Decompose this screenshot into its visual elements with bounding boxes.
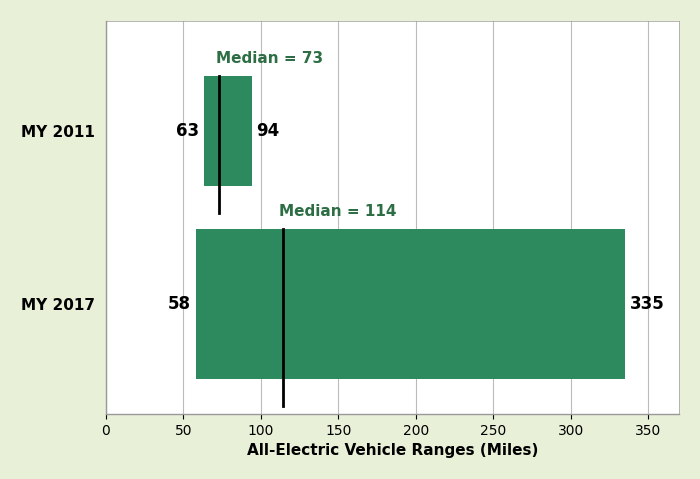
Text: Median = 114: Median = 114 — [279, 205, 397, 219]
X-axis label: All-Electric Vehicle Ranges (Miles): All-Electric Vehicle Ranges (Miles) — [247, 443, 538, 458]
Text: 335: 335 — [629, 295, 664, 313]
Text: Median = 73: Median = 73 — [216, 51, 323, 66]
Text: 63: 63 — [176, 122, 199, 140]
Text: 58: 58 — [168, 295, 191, 313]
FancyBboxPatch shape — [204, 76, 251, 186]
Text: 94: 94 — [256, 122, 279, 140]
FancyBboxPatch shape — [196, 229, 625, 378]
